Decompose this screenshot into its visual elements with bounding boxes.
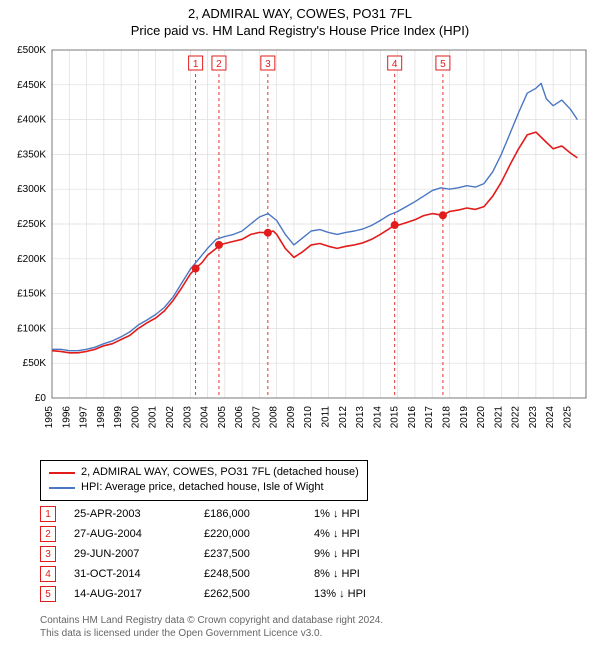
footer-attribution: Contains HM Land Registry data © Crown c… xyxy=(40,614,383,640)
svg-text:2022: 2022 xyxy=(511,406,522,429)
sale-diff: 8% ↓ HPI xyxy=(314,568,424,580)
sale-index-box: 5 xyxy=(40,586,56,602)
sale-price: £262,500 xyxy=(204,588,314,600)
sale-diff: 13% ↓ HPI xyxy=(314,588,424,600)
sale-diff: 9% ↓ HPI xyxy=(314,548,424,560)
sale-row: 2 27-AUG-2004£220,0004% ↓ HPI xyxy=(40,524,424,544)
svg-text:2024: 2024 xyxy=(545,406,556,429)
sale-date: 31-OCT-2014 xyxy=(74,568,204,580)
sale-index-box: 4 xyxy=(40,566,56,582)
footer-line2: This data is licensed under the Open Gov… xyxy=(40,627,383,640)
svg-text:2012: 2012 xyxy=(338,406,349,429)
sale-index-box: 2 xyxy=(40,526,56,542)
sale-row: 5 14-AUG-2017£262,50013% ↓ HPI xyxy=(40,584,424,604)
sale-marker-3 xyxy=(264,229,272,237)
svg-text:£400K: £400K xyxy=(17,115,46,126)
svg-text:£100K: £100K xyxy=(17,323,46,334)
svg-text:2011: 2011 xyxy=(321,406,332,428)
sales-table: 1 25-APR-2003£186,0001% ↓ HPI 2 27-AUG-2004… xyxy=(40,504,424,604)
svg-text:2009: 2009 xyxy=(286,406,297,429)
svg-text:£300K: £300K xyxy=(17,184,46,195)
sale-date: 27-AUG-2004 xyxy=(74,528,204,540)
legend: 2, ADMIRAL WAY, COWES, PO31 7FL (detache… xyxy=(40,460,368,501)
legend-label: HPI: Average price, detached house, Isle… xyxy=(81,480,324,495)
svg-text:2: 2 xyxy=(216,59,222,70)
sale-diff: 4% ↓ HPI xyxy=(314,528,424,540)
svg-text:2020: 2020 xyxy=(476,406,487,429)
title-sub: Price paid vs. HM Land Registry's House … xyxy=(0,23,600,40)
legend-swatch xyxy=(49,487,75,489)
footer-line1: Contains HM Land Registry data © Crown c… xyxy=(40,614,383,627)
price-chart: £0 £50K £100K £150K £200K £250K £300K £350K £400… xyxy=(0,44,600,454)
svg-text:1: 1 xyxy=(193,59,199,70)
sale-diff: 1% ↓ HPI xyxy=(314,508,424,520)
svg-text:4: 4 xyxy=(392,59,398,70)
sale-price: £248,500 xyxy=(204,568,314,580)
svg-text:2015: 2015 xyxy=(390,406,401,429)
sale-index-box: 3 xyxy=(40,546,56,562)
legend-label: 2, ADMIRAL WAY, COWES, PO31 7FL (detache… xyxy=(81,465,359,480)
svg-text:£50K: £50K xyxy=(23,358,47,369)
svg-text:1997: 1997 xyxy=(79,406,90,429)
svg-text:2005: 2005 xyxy=(217,406,228,429)
svg-text:2014: 2014 xyxy=(372,406,383,429)
svg-text:2004: 2004 xyxy=(200,406,211,429)
svg-text:1998: 1998 xyxy=(96,406,107,429)
sale-index-box: 1 xyxy=(40,506,56,522)
sale-date: 14-AUG-2017 xyxy=(74,588,204,600)
svg-text:£200K: £200K xyxy=(17,254,46,265)
svg-text:5: 5 xyxy=(440,59,446,70)
legend-row: 2, ADMIRAL WAY, COWES, PO31 7FL (detache… xyxy=(49,465,359,480)
svg-text:2000: 2000 xyxy=(130,406,141,429)
sale-price: £220,000 xyxy=(204,528,314,540)
svg-text:£250K: £250K xyxy=(17,219,46,230)
svg-text:£150K: £150K xyxy=(17,289,46,300)
svg-text:2018: 2018 xyxy=(441,406,452,429)
svg-text:2010: 2010 xyxy=(303,406,314,429)
svg-text:1999: 1999 xyxy=(113,406,124,429)
svg-text:1995: 1995 xyxy=(44,406,55,429)
svg-text:2025: 2025 xyxy=(562,406,573,429)
sale-date: 29-JUN-2007 xyxy=(74,548,204,560)
sale-marker-5 xyxy=(439,211,447,219)
sale-row: 1 25-APR-2003£186,0001% ↓ HPI xyxy=(40,504,424,524)
svg-text:2013: 2013 xyxy=(355,406,366,429)
sale-marker-1 xyxy=(192,265,200,273)
sale-row: 4 31-OCT-2014£248,5008% ↓ HPI xyxy=(40,564,424,584)
svg-text:£500K: £500K xyxy=(17,45,46,56)
svg-text:£0: £0 xyxy=(35,393,47,404)
svg-text:2007: 2007 xyxy=(251,406,262,429)
svg-text:2016: 2016 xyxy=(407,406,418,429)
svg-text:2023: 2023 xyxy=(528,406,539,429)
svg-text:3: 3 xyxy=(265,59,271,70)
sale-marker-4 xyxy=(391,221,399,229)
svg-text:2002: 2002 xyxy=(165,406,176,429)
sale-price: £237,500 xyxy=(204,548,314,560)
title-address: 2, ADMIRAL WAY, COWES, PO31 7FL xyxy=(0,6,600,23)
chart-titles: 2, ADMIRAL WAY, COWES, PO31 7FL Price pa… xyxy=(0,0,600,40)
svg-text:£450K: £450K xyxy=(17,80,46,91)
legend-swatch xyxy=(49,472,75,474)
svg-text:2019: 2019 xyxy=(459,406,470,429)
sale-row: 3 29-JUN-2007£237,5009% ↓ HPI xyxy=(40,544,424,564)
sale-price: £186,000 xyxy=(204,508,314,520)
svg-text:2021: 2021 xyxy=(493,406,504,429)
sale-date: 25-APR-2003 xyxy=(74,508,204,520)
svg-text:2006: 2006 xyxy=(234,406,245,429)
svg-text:£350K: £350K xyxy=(17,149,46,160)
sale-marker-2 xyxy=(215,241,223,249)
svg-text:2008: 2008 xyxy=(269,406,280,429)
svg-text:2017: 2017 xyxy=(424,406,435,429)
svg-text:2003: 2003 xyxy=(182,406,193,429)
legend-row: HPI: Average price, detached house, Isle… xyxy=(49,480,359,495)
svg-text:2001: 2001 xyxy=(148,406,159,429)
svg-text:1996: 1996 xyxy=(61,406,72,429)
